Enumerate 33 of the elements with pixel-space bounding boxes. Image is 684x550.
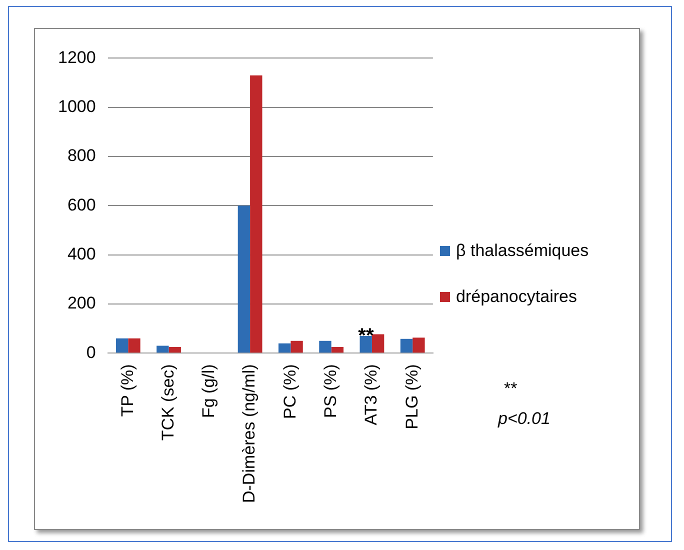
- y-tick-label: 1000: [58, 97, 96, 116]
- y-tick-label: 1200: [58, 48, 96, 67]
- bar: [128, 338, 140, 353]
- text: ** p<0.01: [498, 378, 550, 430]
- bar: [156, 346, 169, 353]
- x-tick-label: TCK (sec): [158, 364, 178, 441]
- bar: [238, 206, 250, 353]
- x-tick-label: AT3 (%): [362, 364, 381, 426]
- y-tick-label: 200: [67, 294, 96, 313]
- x-tick-label: Fg (g/l): [199, 364, 218, 418]
- y-tick-label: 600: [67, 195, 96, 214]
- y-tick-label: 800: [67, 146, 96, 166]
- bar: [168, 347, 181, 353]
- bar: [290, 340, 303, 353]
- x-tick-label: TP (%): [118, 364, 137, 417]
- annotation: **: [358, 324, 374, 347]
- bar: [278, 343, 291, 353]
- x-tick-label: PC (%): [280, 364, 300, 419]
- bar: [412, 338, 425, 353]
- bar: [116, 338, 128, 353]
- y-tick-label: 0: [86, 342, 96, 362]
- bar: [360, 336, 372, 353]
- bar: [250, 75, 262, 353]
- x-tick-label: PLG (%): [402, 364, 422, 430]
- bar: [331, 347, 344, 353]
- bar: [400, 338, 413, 353]
- legend-label: drépanocytaires: [456, 287, 577, 307]
- x-tick-label: D-Dimères (ng/ml): [240, 364, 259, 504]
- bar: [319, 340, 332, 353]
- legend-label: β thalassémiques: [456, 241, 589, 261]
- bar: [372, 334, 384, 353]
- x-tick-label: PS (%): [321, 364, 340, 418]
- y-tick-label: 400: [67, 244, 96, 264]
